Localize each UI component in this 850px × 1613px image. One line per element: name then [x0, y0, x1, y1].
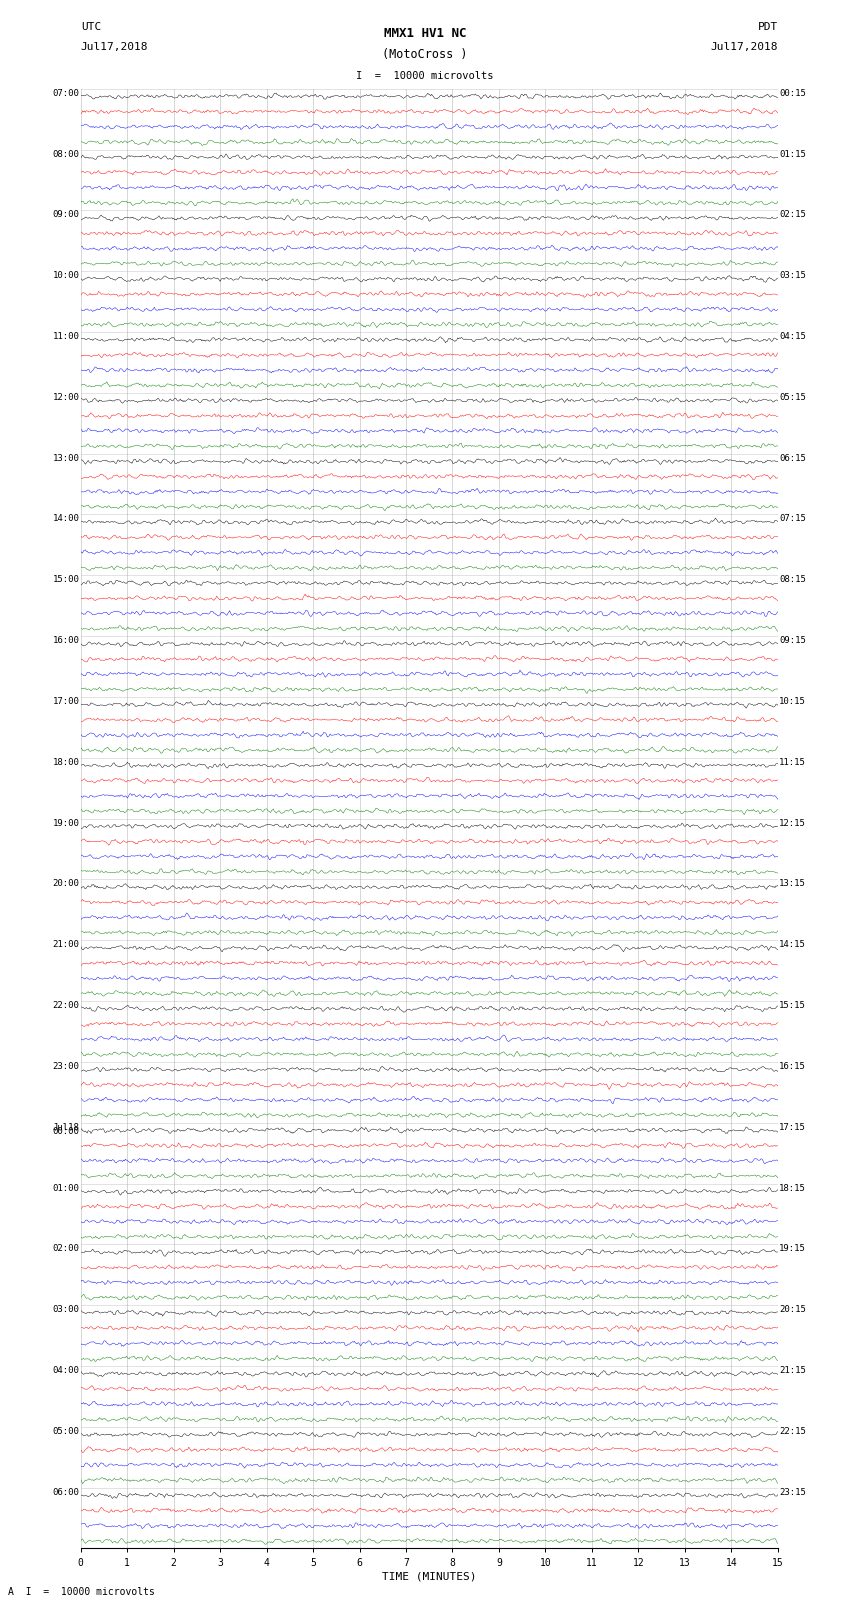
Text: 14:15: 14:15	[779, 940, 806, 948]
Text: 20:15: 20:15	[779, 1305, 806, 1315]
Text: 17:15: 17:15	[779, 1123, 806, 1132]
Text: 06:00: 06:00	[53, 1487, 79, 1497]
Text: 06:15: 06:15	[779, 453, 806, 463]
Text: 01:00: 01:00	[53, 1184, 79, 1192]
Text: 21:00: 21:00	[53, 940, 79, 948]
Text: 09:00: 09:00	[53, 210, 79, 219]
Text: Jul18: Jul18	[53, 1123, 79, 1132]
Text: 03:15: 03:15	[779, 271, 806, 281]
Text: 00:00: 00:00	[53, 1127, 79, 1136]
Text: 12:15: 12:15	[779, 819, 806, 827]
Text: 18:15: 18:15	[779, 1184, 806, 1192]
Text: 13:00: 13:00	[53, 453, 79, 463]
Text: MMX1 HV1 NC: MMX1 HV1 NC	[383, 27, 467, 40]
Text: 16:00: 16:00	[53, 636, 79, 645]
Text: 23:00: 23:00	[53, 1061, 79, 1071]
Text: 02:15: 02:15	[779, 210, 806, 219]
Text: 11:00: 11:00	[53, 332, 79, 340]
Text: Jul17,2018: Jul17,2018	[711, 42, 778, 52]
Text: 16:15: 16:15	[779, 1061, 806, 1071]
Text: UTC: UTC	[81, 23, 101, 32]
Text: 05:00: 05:00	[53, 1428, 79, 1436]
Text: 18:00: 18:00	[53, 758, 79, 766]
Text: PDT: PDT	[757, 23, 778, 32]
Text: 10:00: 10:00	[53, 271, 79, 281]
Text: 09:15: 09:15	[779, 636, 806, 645]
Text: 19:15: 19:15	[779, 1244, 806, 1253]
Text: 22:00: 22:00	[53, 1002, 79, 1010]
Text: 08:00: 08:00	[53, 150, 79, 158]
Text: 08:15: 08:15	[779, 576, 806, 584]
Text: I  =  10000 microvolts: I = 10000 microvolts	[356, 71, 494, 81]
Text: 04:15: 04:15	[779, 332, 806, 340]
Text: A  I  =  10000 microvolts: A I = 10000 microvolts	[8, 1587, 156, 1597]
Text: 03:00: 03:00	[53, 1305, 79, 1315]
Text: 05:15: 05:15	[779, 394, 806, 402]
Text: 19:00: 19:00	[53, 819, 79, 827]
Text: 14:00: 14:00	[53, 515, 79, 524]
Text: 15:15: 15:15	[779, 1002, 806, 1010]
Text: (MotoCross ): (MotoCross )	[382, 48, 468, 61]
Text: 13:15: 13:15	[779, 879, 806, 889]
Text: 21:15: 21:15	[779, 1366, 806, 1374]
Text: 01:15: 01:15	[779, 150, 806, 158]
Text: 04:00: 04:00	[53, 1366, 79, 1374]
Text: 07:00: 07:00	[53, 89, 79, 98]
Text: 00:15: 00:15	[779, 89, 806, 98]
Text: 10:15: 10:15	[779, 697, 806, 706]
Text: 12:00: 12:00	[53, 394, 79, 402]
Text: 17:00: 17:00	[53, 697, 79, 706]
Text: 22:15: 22:15	[779, 1428, 806, 1436]
Text: 11:15: 11:15	[779, 758, 806, 766]
Text: 20:00: 20:00	[53, 879, 79, 889]
Text: 07:15: 07:15	[779, 515, 806, 524]
X-axis label: TIME (MINUTES): TIME (MINUTES)	[382, 1571, 477, 1582]
Text: Jul17,2018: Jul17,2018	[81, 42, 148, 52]
Text: 02:00: 02:00	[53, 1244, 79, 1253]
Text: 15:00: 15:00	[53, 576, 79, 584]
Text: 23:15: 23:15	[779, 1487, 806, 1497]
